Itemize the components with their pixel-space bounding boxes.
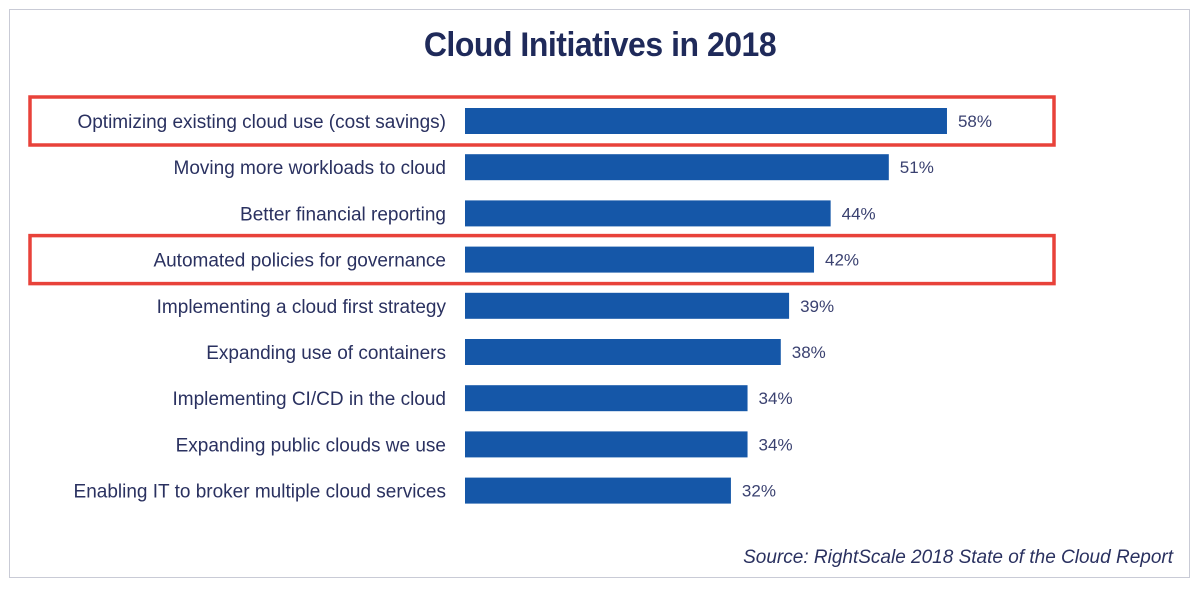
value-label: 44% (842, 204, 876, 223)
category-labels: Optimizing existing cloud use (cost savi… (74, 112, 447, 503)
highlight-boxes (28, 95, 1056, 286)
bar (465, 200, 831, 227)
value-label: 32% (742, 482, 776, 501)
category-label: Moving more workloads to cloud (174, 158, 446, 179)
value-label: 51% (900, 158, 934, 177)
bar (465, 108, 947, 134)
bar (465, 246, 815, 273)
value-labels: 58% 51% 44% 42% 39% 38% 34% 34% 32% (742, 112, 992, 501)
chart-title: Cloud Initiatives in 2018 (423, 26, 777, 64)
category-label: Optimizing existing cloud use (cost savi… (77, 112, 446, 133)
bar (465, 339, 781, 365)
value-label: 34% (759, 389, 793, 408)
category-label: Enabling IT to broker multiple cloud ser… (74, 482, 446, 503)
category-label: Better financial reporting (240, 204, 446, 225)
bar (465, 477, 731, 504)
value-label: 38% (792, 343, 826, 362)
category-label: Expanding use of containers (206, 343, 446, 364)
bar (465, 292, 790, 319)
value-label: 42% (825, 251, 859, 270)
value-label: 34% (759, 435, 793, 454)
category-label: Implementing a cloud first strategy (157, 297, 447, 318)
source-note: Source: RightScale 2018 State of the Clo… (743, 547, 1173, 568)
bar (465, 154, 889, 181)
bars (465, 108, 947, 504)
value-label: 39% (800, 297, 834, 316)
category-label: Automated policies for governance (153, 251, 446, 272)
category-label: Expanding public clouds we use (176, 435, 446, 456)
bar (465, 385, 748, 412)
highlight-box (28, 95, 1056, 147)
highlight-box (28, 233, 1056, 286)
category-label: Implementing CI/CD in the cloud (172, 389, 446, 410)
bar (465, 431, 748, 458)
value-label: 58% (958, 112, 992, 131)
